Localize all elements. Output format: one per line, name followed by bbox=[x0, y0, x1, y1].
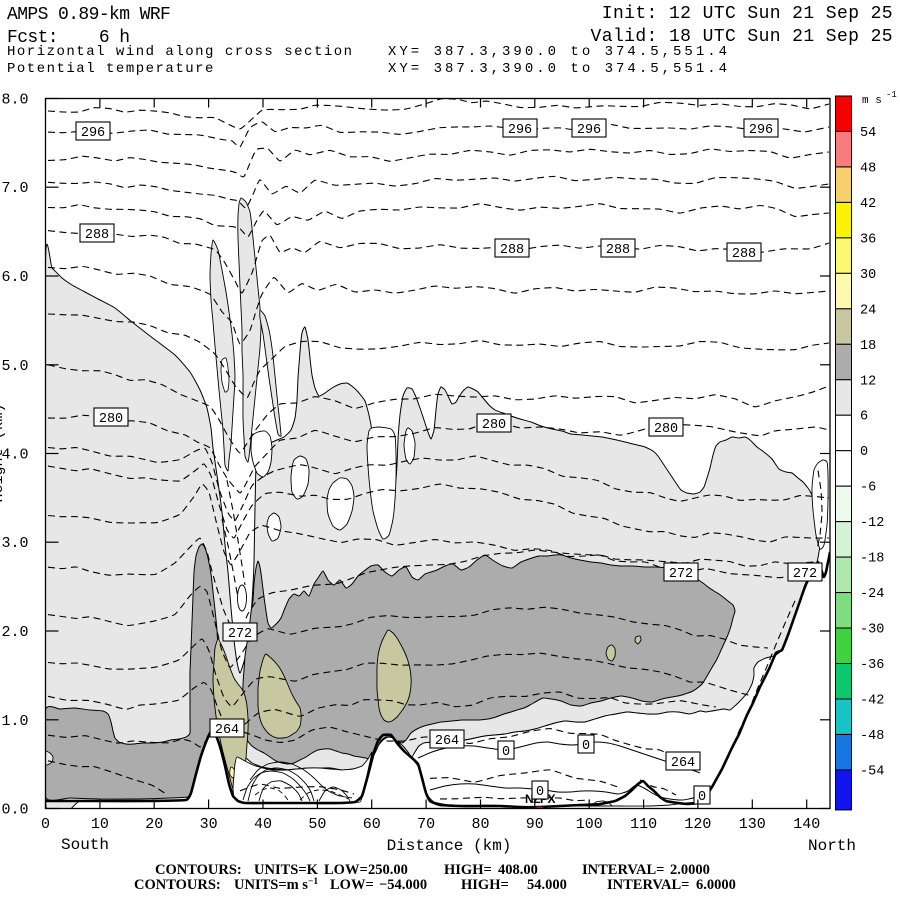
svg-text:296: 296 bbox=[81, 126, 105, 141]
svg-text:XY= 387.3,390.0 to 374.5,551.4: XY= 387.3,390.0 to 374.5,551.4 bbox=[388, 61, 730, 77]
svg-text:0: 0 bbox=[582, 739, 590, 754]
svg-text:0: 0 bbox=[698, 790, 706, 805]
svg-text:60: 60 bbox=[363, 816, 381, 833]
svg-text:2.0: 2.0 bbox=[1, 624, 28, 641]
svg-text:-36: -36 bbox=[860, 658, 884, 673]
svg-text:48: 48 bbox=[860, 161, 876, 176]
svg-text:-6: -6 bbox=[860, 481, 876, 496]
svg-text:30: 30 bbox=[200, 816, 218, 833]
svg-text:36: 36 bbox=[860, 232, 876, 247]
svg-text:288: 288 bbox=[85, 228, 109, 243]
svg-text:30: 30 bbox=[860, 268, 876, 283]
svg-text:Valid: 18 UTC Sun 21 Sep 25: Valid: 18 UTC Sun 21 Sep 25 bbox=[591, 27, 893, 47]
svg-text:Horizontal wind along cross se: Horizontal wind along cross section bbox=[7, 44, 354, 60]
svg-text:40: 40 bbox=[254, 816, 272, 833]
svg-text:3.0: 3.0 bbox=[1, 535, 28, 552]
svg-text:-30: -30 bbox=[860, 623, 884, 638]
svg-text:5.0: 5.0 bbox=[1, 358, 28, 375]
svg-text:6: 6 bbox=[860, 410, 868, 425]
svg-text:280: 280 bbox=[654, 422, 678, 437]
svg-text:-48: -48 bbox=[860, 729, 884, 744]
svg-text:AMPS 0.89-km WRF: AMPS 0.89-km WRF bbox=[7, 5, 170, 25]
svg-text:264: 264 bbox=[671, 756, 695, 771]
svg-text:296: 296 bbox=[577, 123, 601, 138]
svg-text:110: 110 bbox=[630, 816, 657, 833]
svg-text:288: 288 bbox=[500, 243, 524, 258]
svg-text:m s: m s bbox=[862, 95, 882, 107]
svg-text:0: 0 bbox=[41, 816, 50, 833]
svg-text:288: 288 bbox=[606, 243, 630, 258]
svg-text:-24: -24 bbox=[860, 587, 884, 602]
svg-text:8.0: 8.0 bbox=[1, 92, 28, 109]
svg-text:20: 20 bbox=[145, 816, 163, 833]
svg-text:1.0: 1.0 bbox=[1, 713, 28, 730]
svg-text:280: 280 bbox=[99, 412, 123, 427]
svg-text:120: 120 bbox=[684, 816, 711, 833]
svg-text:90: 90 bbox=[526, 816, 544, 833]
svg-text:North: North bbox=[808, 837, 856, 855]
svg-text:296: 296 bbox=[749, 123, 773, 138]
svg-text:280: 280 bbox=[482, 418, 506, 433]
svg-text:296: 296 bbox=[508, 123, 532, 138]
svg-text:272: 272 bbox=[669, 567, 693, 582]
svg-text:12: 12 bbox=[860, 374, 876, 389]
svg-text:7.0: 7.0 bbox=[1, 180, 28, 197]
svg-text:Fcst: 6 h: Fcst: 6 h bbox=[7, 28, 129, 48]
svg-text:264: 264 bbox=[215, 723, 239, 738]
svg-text:80: 80 bbox=[471, 816, 489, 833]
svg-text:24: 24 bbox=[860, 303, 876, 318]
svg-text:50: 50 bbox=[308, 816, 326, 833]
svg-text:6.0: 6.0 bbox=[1, 269, 28, 286]
svg-text:0: 0 bbox=[536, 785, 544, 800]
svg-text:-18: -18 bbox=[860, 552, 884, 567]
svg-text:4.0: 4.0 bbox=[1, 447, 28, 464]
svg-text:10: 10 bbox=[91, 816, 109, 833]
svg-text:-42: -42 bbox=[860, 694, 884, 709]
svg-text:272: 272 bbox=[793, 567, 817, 582]
svg-text:100: 100 bbox=[576, 816, 603, 833]
svg-text:-54: -54 bbox=[860, 764, 884, 779]
svg-text:0: 0 bbox=[502, 745, 510, 760]
svg-text:42: 42 bbox=[860, 197, 876, 212]
svg-text:South: South bbox=[61, 836, 109, 854]
svg-text:XY= 387.3,390.0 to 374.5,551.4: XY= 387.3,390.0 to 374.5,551.4 bbox=[388, 44, 730, 60]
svg-text:Init: 12 UTC Sun 21 Sep 25: Init: 12 UTC Sun 21 Sep 25 bbox=[602, 4, 893, 24]
svg-text:140: 140 bbox=[793, 816, 820, 833]
svg-text:18: 18 bbox=[860, 339, 876, 354]
svg-text:Height (km): Height (km) bbox=[0, 403, 7, 502]
svg-text:288: 288 bbox=[732, 247, 756, 262]
svg-text:264: 264 bbox=[435, 734, 459, 749]
svg-text:70: 70 bbox=[417, 816, 435, 833]
svg-text:54: 54 bbox=[860, 126, 876, 141]
svg-text:-1: -1 bbox=[886, 90, 897, 100]
svg-text:Potential temperature: Potential temperature bbox=[7, 61, 215, 77]
svg-text:Distance (km): Distance (km) bbox=[387, 837, 512, 855]
svg-text:0: 0 bbox=[860, 445, 868, 460]
svg-text:-12: -12 bbox=[860, 516, 884, 531]
svg-text:272: 272 bbox=[228, 627, 252, 642]
svg-text:0.0: 0.0 bbox=[1, 802, 28, 819]
svg-text:130: 130 bbox=[739, 816, 766, 833]
